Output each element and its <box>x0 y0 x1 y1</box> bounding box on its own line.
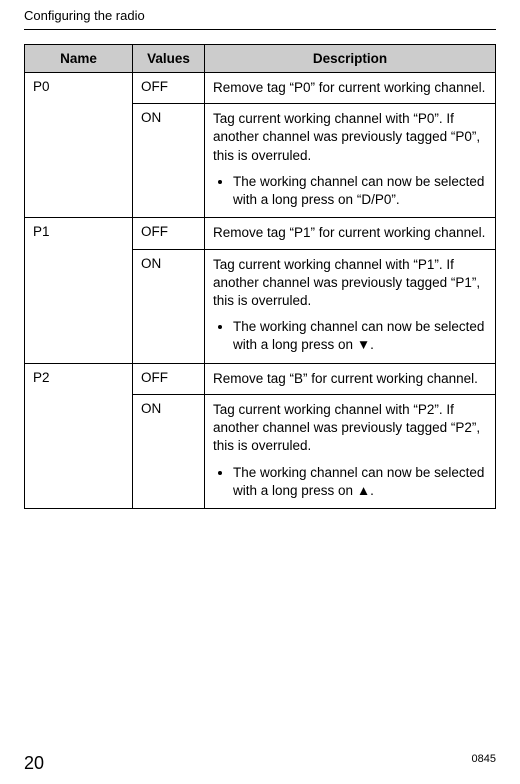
doc-code: 0845 <box>472 753 496 765</box>
config-table: Name Values Description P0 OFF Remove ta… <box>24 44 496 509</box>
page-footer: 20 0845 <box>24 753 496 774</box>
cell-description: Remove tag “P0” for current working chan… <box>205 73 496 104</box>
desc-bullet-list: The working channel can now be selected … <box>213 318 487 354</box>
desc-bullet-list: The working channel can now be selected … <box>213 173 487 209</box>
header-name: Name <box>25 45 133 73</box>
cell-value: OFF <box>133 73 205 104</box>
horizontal-rule <box>24 29 496 30</box>
header-description: Description <box>205 45 496 73</box>
cell-value: ON <box>133 394 205 508</box>
desc-bullet-list: The working channel can now be selected … <box>213 464 487 500</box>
cell-description: Tag current working channel with “P2”. I… <box>205 394 496 508</box>
desc-bullet: The working channel can now be selected … <box>233 318 487 354</box>
desc-text: Tag current working channel with “P1”. I… <box>213 257 480 308</box>
cell-name: P0 <box>25 73 133 218</box>
page-number: 20 <box>24 753 44 773</box>
section-title: Configuring the radio <box>24 8 496 23</box>
cell-description: Tag current working channel with “P1”. I… <box>205 249 496 363</box>
cell-description: Remove tag “P1” for current working chan… <box>205 218 496 249</box>
desc-text: Tag current working channel with “P0”. I… <box>213 111 480 162</box>
cell-value: ON <box>133 249 205 363</box>
table-header-row: Name Values Description <box>25 45 496 73</box>
header-values: Values <box>133 45 205 73</box>
table-row: P0 OFF Remove tag “P0” for current worki… <box>25 73 496 104</box>
desc-text: Tag current working channel with “P2”. I… <box>213 402 480 453</box>
cell-name: P1 <box>25 218 133 363</box>
table-row: P2 OFF Remove tag “B” for current workin… <box>25 363 496 394</box>
desc-bullet: The working channel can now be selected … <box>233 464 487 500</box>
cell-value: ON <box>133 104 205 218</box>
table-row: P1 OFF Remove tag “P1” for current worki… <box>25 218 496 249</box>
cell-value: OFF <box>133 363 205 394</box>
cell-description: Remove tag “B” for current working chann… <box>205 363 496 394</box>
desc-bullet: The working channel can now be selected … <box>233 173 487 209</box>
cell-value: OFF <box>133 218 205 249</box>
cell-description: Tag current working channel with “P0”. I… <box>205 104 496 218</box>
cell-name: P2 <box>25 363 133 508</box>
